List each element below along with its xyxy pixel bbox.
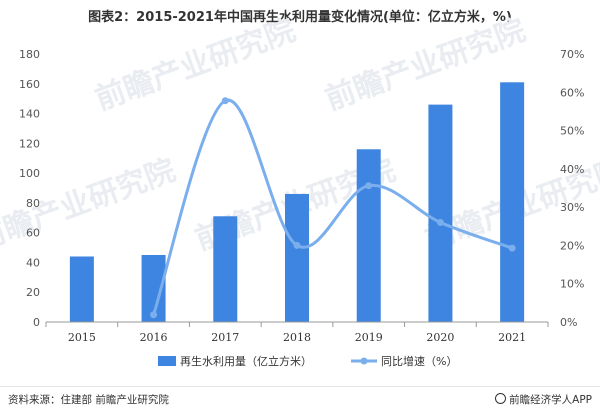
y-tick-label: 180 xyxy=(19,48,40,61)
y-tick-label: 40 xyxy=(26,256,40,269)
y2-tick-label: 0% xyxy=(560,316,577,329)
y2-tick-label: 70% xyxy=(560,48,584,61)
y-tick-label: 100 xyxy=(19,167,40,180)
y-tick-label: 160 xyxy=(19,78,40,91)
y-tick-label: 120 xyxy=(19,137,40,150)
growth-point-2019 xyxy=(365,182,373,190)
brand-label: 前瞻经济学人APP xyxy=(495,392,592,407)
bar-2018 xyxy=(285,193,309,322)
y2-tick-label: 10% xyxy=(560,278,584,291)
y2-tick-label: 60% xyxy=(560,86,584,99)
x-tick-label: 2017 xyxy=(211,331,239,344)
axes: 2015 2016 2017 2018 2019 2020 2021 0 20 40 60 80 100… xyxy=(19,48,584,344)
bar-2019 xyxy=(356,149,381,322)
bar-2020 xyxy=(428,104,453,322)
growth-point-2018 xyxy=(293,241,301,249)
y2-tick-label: 20% xyxy=(560,239,584,252)
x-tick-label: 2016 xyxy=(140,331,168,344)
legend-line-label: 同比增速（%） xyxy=(381,354,457,368)
line-series xyxy=(150,97,516,319)
y-tick-label: 0 xyxy=(33,316,40,329)
legend-line-marker xyxy=(360,357,368,365)
chart-title: 图表2：2015-2021年中国再生水利用量变化情况(单位：亿立方米，%) xyxy=(88,10,512,25)
y-tick-label: 80 xyxy=(26,197,40,210)
bar-2017 xyxy=(213,216,238,322)
source-note: 资料来源：住建部 前瞻产业研究院 xyxy=(8,394,169,406)
x-tick-label: 2018 xyxy=(283,331,311,344)
legend-bar-swatch xyxy=(158,356,176,366)
bar-2015 xyxy=(69,256,94,322)
footer: 资料来源：住建部 前瞻产业研究院 前瞻经济学人APP xyxy=(0,386,600,409)
brand-logo-icon xyxy=(495,393,507,404)
y-tick-label: 60 xyxy=(26,227,40,240)
x-tick-label: 2021 xyxy=(498,331,526,344)
y-tick-label: 140 xyxy=(19,108,40,121)
x-tick-label: 2020 xyxy=(426,331,454,344)
watermark-text: 前瞻产业研究院 xyxy=(91,13,300,118)
y-tick-label: 20 xyxy=(26,286,40,299)
y2-tick-label: 30% xyxy=(560,201,584,214)
y2-tick-label: 50% xyxy=(560,125,584,138)
growth-point-2021 xyxy=(508,244,516,252)
growth-point-2016 xyxy=(150,311,158,319)
brand-text: 前瞻经济学人APP xyxy=(509,394,592,406)
legend-bar-label: 再生水利用量（亿立方米） xyxy=(180,354,312,368)
growth-point-2017 xyxy=(221,97,229,105)
legend: 再生水利用量（亿立方米） 同比增速（%） xyxy=(158,354,457,368)
y2-tick-label: 40% xyxy=(560,163,584,176)
watermark-text: 前瞻产业研究院 xyxy=(321,13,530,118)
growth-point-2020 xyxy=(436,218,444,226)
bar-2021 xyxy=(500,82,525,323)
bar-series xyxy=(69,82,525,323)
x-tick-label: 2019 xyxy=(355,331,383,344)
x-tick-label: 2015 xyxy=(68,331,96,344)
chart: 前瞻产业研究院前瞻产业研究院前瞻产业研究院前瞻产业研究院前瞻产业研究院 2015… xyxy=(0,13,600,368)
